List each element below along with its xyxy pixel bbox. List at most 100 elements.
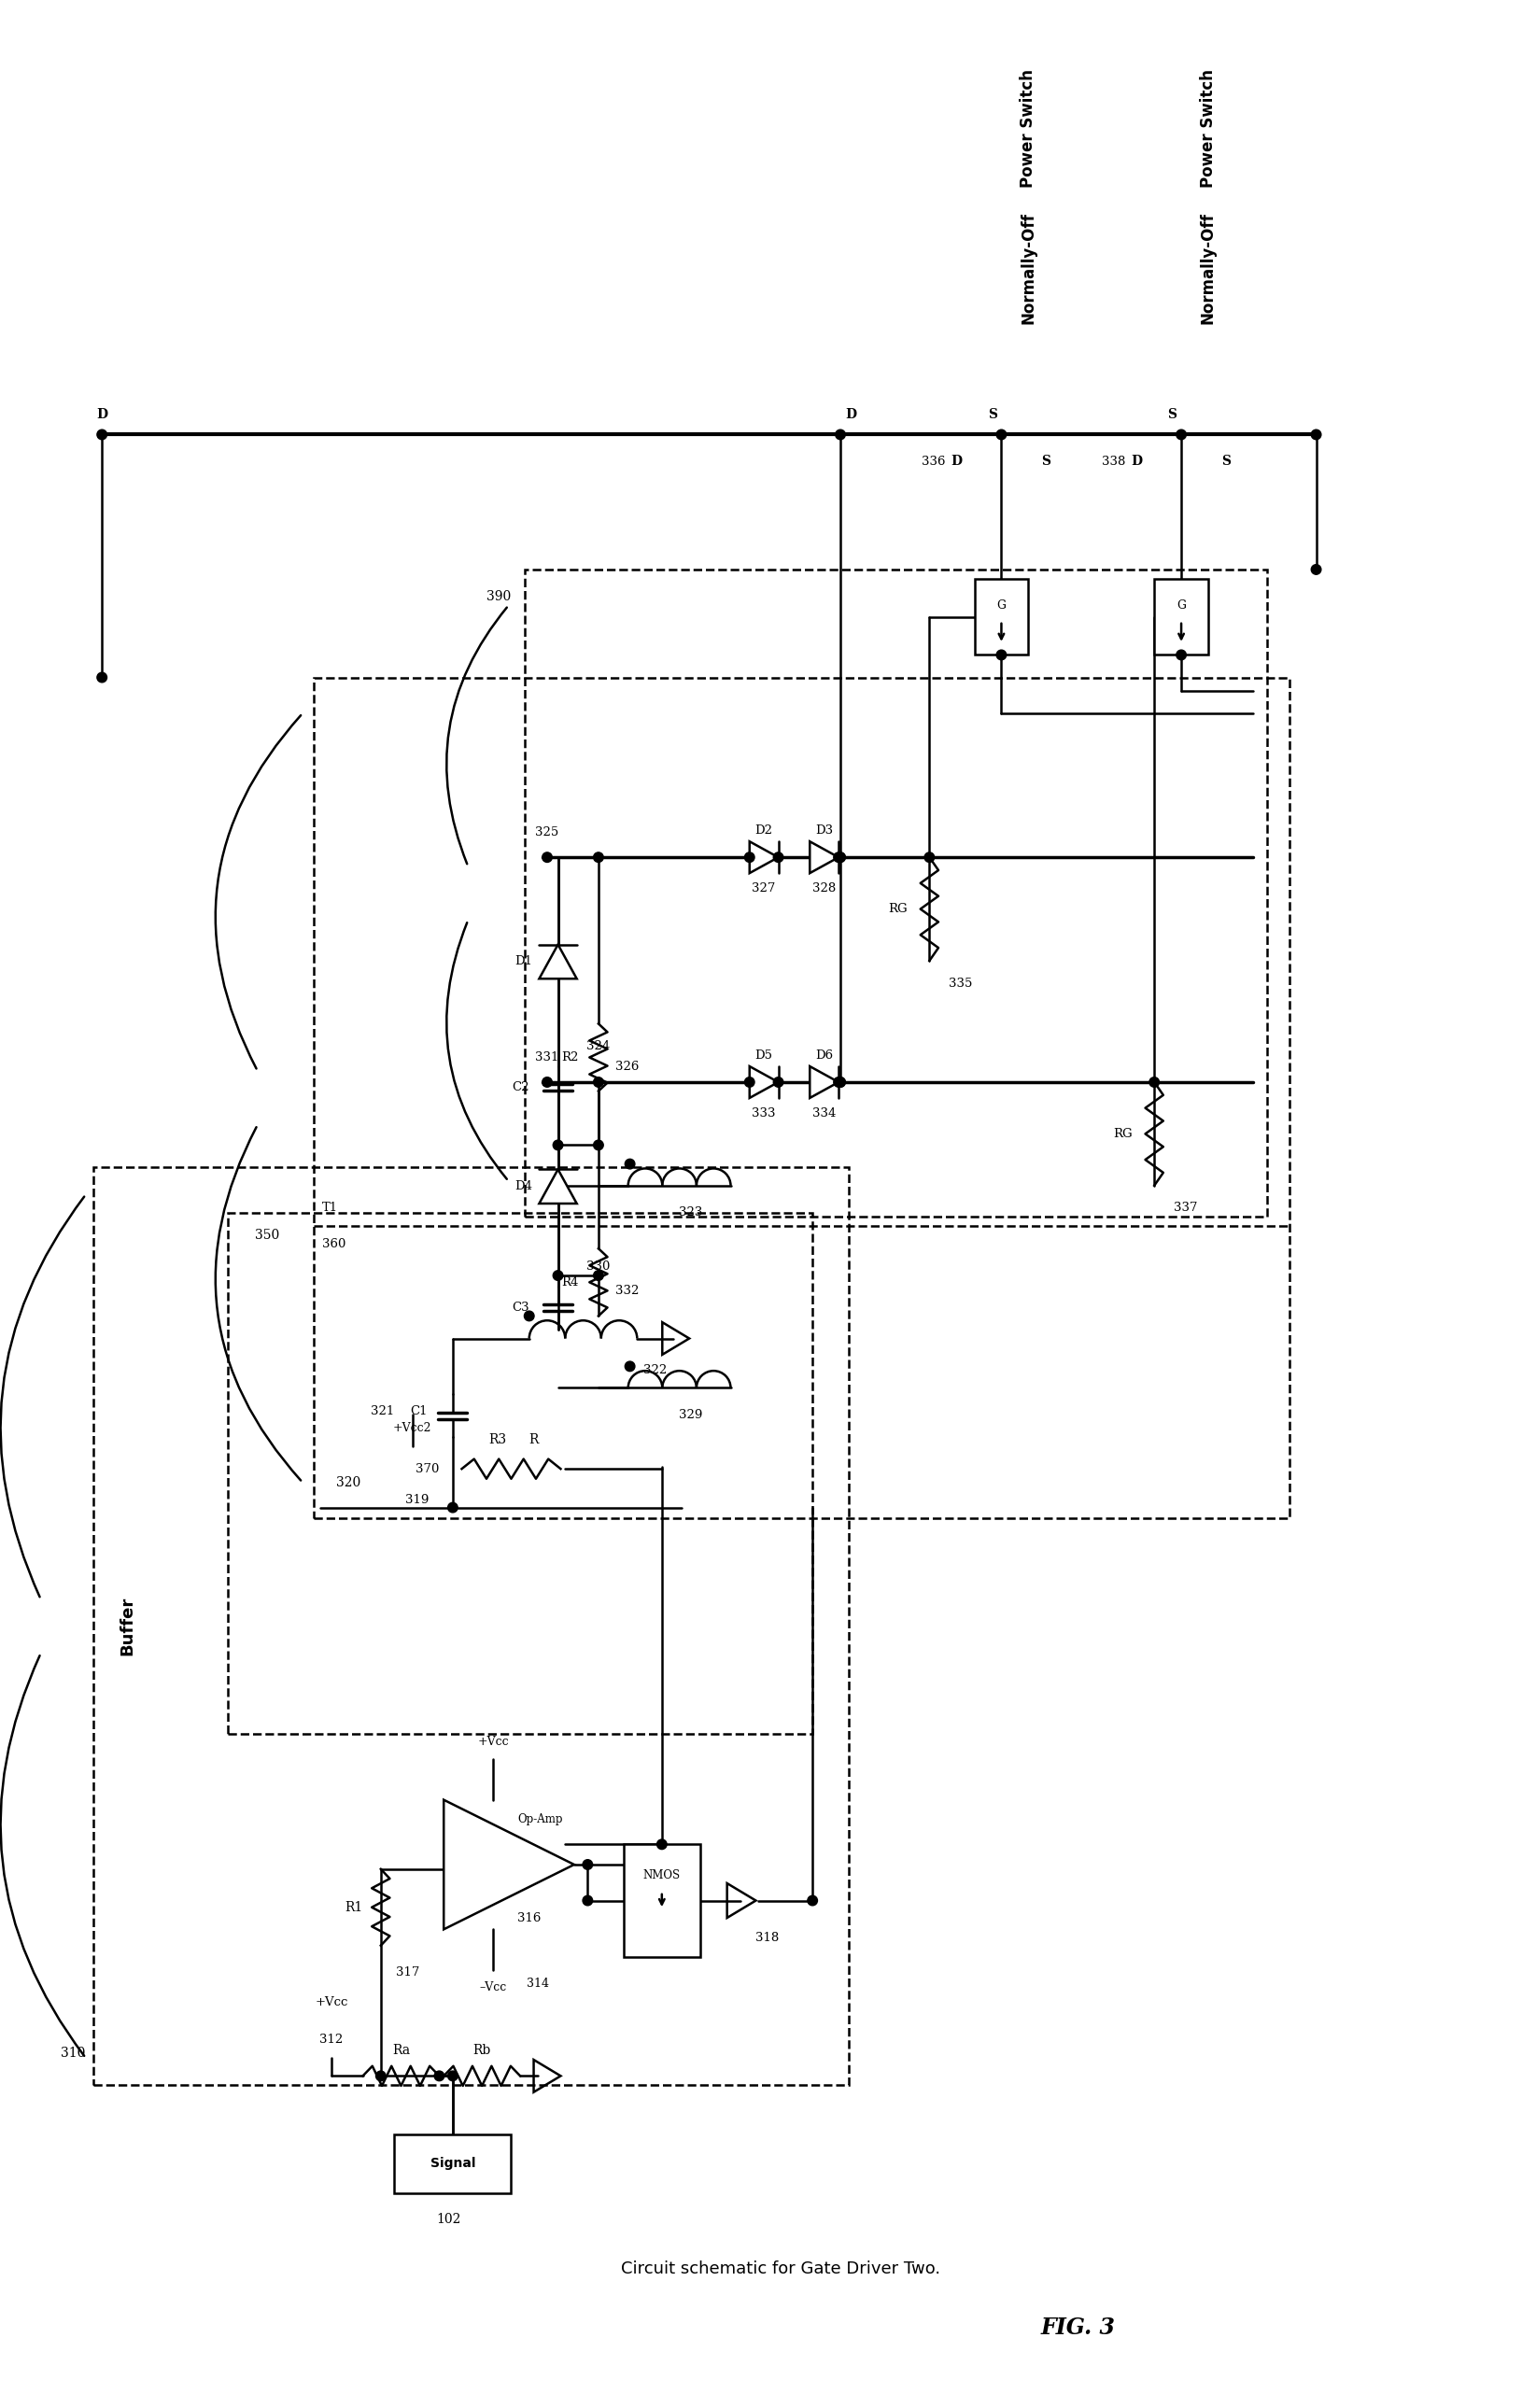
Bar [227, 1214, 813, 1734]
Text: 321: 321 [370, 1406, 395, 1418]
Circle shape [836, 429, 845, 441]
Circle shape [593, 852, 604, 862]
Polygon shape [539, 944, 576, 978]
Text: 331: 331 [536, 1050, 559, 1062]
Circle shape [745, 1076, 754, 1086]
Circle shape [834, 852, 843, 862]
Text: S: S [1167, 409, 1177, 421]
Text: 314: 314 [527, 1977, 550, 1989]
Circle shape [553, 1271, 562, 1281]
Circle shape [593, 1271, 604, 1281]
Circle shape [553, 1139, 562, 1151]
Circle shape [593, 1139, 604, 1151]
Bar [1154, 578, 1209, 655]
Text: 317: 317 [396, 1967, 419, 1979]
Circle shape [1312, 429, 1321, 441]
Text: Ra: Ra [392, 2044, 410, 2056]
Text: 102: 102 [436, 2213, 461, 2227]
Text: 320: 320 [336, 1476, 361, 1488]
Text: Normally-Off: Normally-Off [1020, 212, 1037, 325]
Text: 360: 360 [323, 1238, 346, 1250]
Circle shape [836, 1076, 845, 1086]
Text: 319: 319 [406, 1495, 429, 1507]
Circle shape [773, 852, 783, 862]
Text: FIG. 3: FIG. 3 [1040, 2316, 1115, 2338]
Text: RG: RG [1114, 1127, 1132, 1139]
Text: +: + [490, 1830, 505, 1847]
Text: D2: D2 [756, 824, 773, 836]
Circle shape [435, 2071, 444, 2081]
Bar [395, 2133, 511, 2194]
Polygon shape [539, 1170, 576, 1204]
Circle shape [593, 1076, 604, 1086]
Text: R3: R3 [488, 1433, 507, 1447]
Bar [94, 1168, 848, 2085]
Circle shape [524, 1310, 535, 1322]
Circle shape [925, 852, 934, 862]
Text: 334: 334 [813, 1108, 836, 1120]
Text: 336: 336 [922, 455, 946, 467]
Circle shape [836, 852, 845, 862]
Text: D: D [845, 409, 857, 421]
Text: –: – [493, 1881, 502, 1898]
Circle shape [745, 852, 754, 862]
Circle shape [1312, 563, 1321, 576]
Text: R1: R1 [344, 1900, 362, 1914]
Text: S: S [1041, 455, 1051, 467]
Text: 370: 370 [416, 1462, 439, 1476]
Text: 390: 390 [487, 590, 511, 602]
Circle shape [997, 429, 1006, 441]
Text: 337: 337 [1174, 1202, 1198, 1214]
Circle shape [1149, 1076, 1160, 1086]
Circle shape [834, 1076, 843, 1086]
Text: 335: 335 [949, 978, 972, 990]
Text: 330: 330 [587, 1259, 610, 1271]
Text: D: D [97, 409, 108, 421]
Text: R2: R2 [561, 1052, 578, 1064]
Text: 338: 338 [1101, 455, 1126, 467]
Polygon shape [444, 1799, 574, 1929]
Text: S: S [988, 409, 997, 421]
Text: 310: 310 [61, 2047, 86, 2059]
Polygon shape [750, 840, 779, 874]
Text: R: R [528, 1433, 539, 1447]
Polygon shape [809, 1067, 839, 1098]
Circle shape [625, 1158, 634, 1168]
Circle shape [97, 429, 108, 441]
Circle shape [582, 1895, 593, 1905]
Text: D: D [951, 455, 962, 467]
Text: D1: D1 [515, 956, 533, 968]
Text: G: G [997, 600, 1006, 612]
Text: 316: 316 [518, 1912, 541, 1924]
Text: C2: C2 [511, 1081, 528, 1093]
Circle shape [542, 852, 551, 862]
Text: D4: D4 [515, 1180, 533, 1192]
Text: NMOS: NMOS [644, 1869, 680, 1881]
Text: T1: T1 [323, 1202, 338, 1214]
Text: G: G [1177, 600, 1186, 612]
Text: D: D [1130, 455, 1141, 467]
Text: Buffer: Buffer [118, 1597, 135, 1657]
Circle shape [1177, 650, 1186, 660]
Text: S: S [1221, 455, 1230, 467]
Bar [525, 571, 1267, 1216]
Text: 325: 325 [536, 826, 559, 838]
Text: D6: D6 [816, 1050, 833, 1062]
Circle shape [376, 2071, 386, 2081]
Circle shape [836, 1076, 845, 1086]
Text: +Vcc2: +Vcc2 [393, 1423, 432, 1435]
Text: 332: 332 [616, 1286, 639, 1298]
Circle shape [542, 1076, 551, 1086]
Circle shape [808, 1895, 817, 1905]
Text: RG: RG [888, 903, 908, 915]
Circle shape [1177, 429, 1186, 441]
Text: C3: C3 [511, 1303, 528, 1315]
Text: Signal: Signal [430, 2158, 475, 2170]
Text: +Vcc: +Vcc [478, 1736, 508, 1748]
Text: 329: 329 [679, 1409, 703, 1421]
Circle shape [836, 852, 845, 862]
Circle shape [657, 1840, 667, 1849]
Circle shape [773, 1076, 783, 1086]
Text: 318: 318 [756, 1931, 779, 1943]
Text: 323: 323 [679, 1206, 703, 1218]
